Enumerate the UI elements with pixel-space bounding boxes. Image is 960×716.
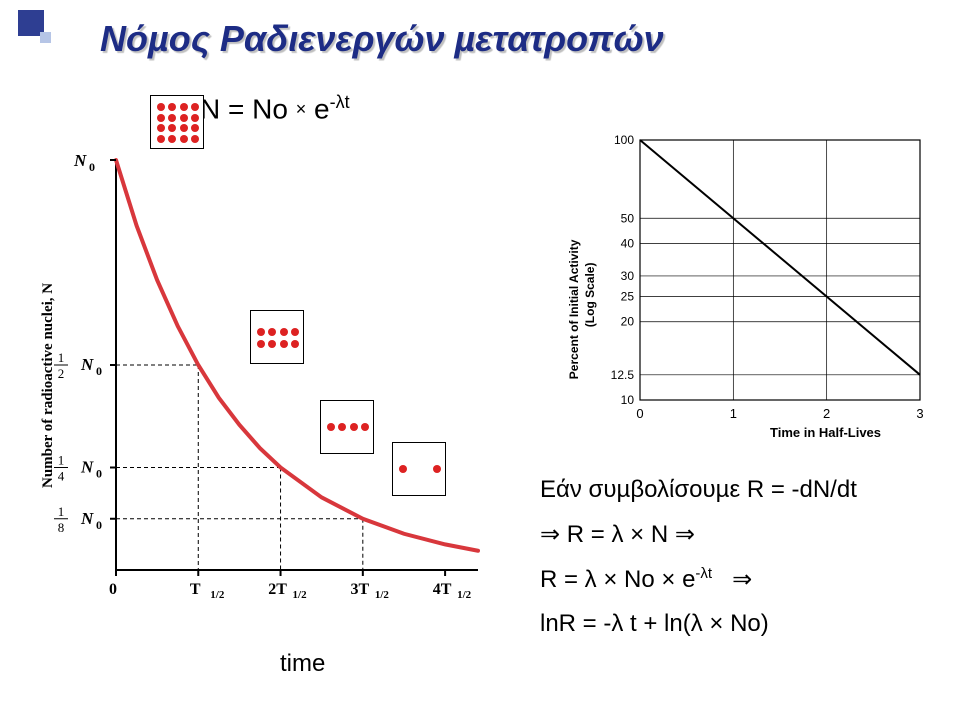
svg-text:Percent of Initial Activity: Percent of Initial Activity [567, 239, 581, 379]
eq-mult: × [296, 99, 307, 119]
svg-text:100: 100 [614, 133, 634, 147]
svg-text:2: 2 [823, 406, 830, 421]
svg-text:0: 0 [96, 467, 102, 481]
svg-text:0: 0 [89, 160, 95, 174]
slide-corner-decoration [18, 10, 58, 50]
nuclei-box [320, 400, 374, 454]
log-scale-chart: 100 50 40 30 25 20 12.5 100 1 2 3 Percent of Initia… [560, 130, 930, 430]
implies-icon: ⇒ [540, 521, 560, 548]
nuclei-box [392, 442, 446, 496]
right-chart-xlabel: Time in Half-Lives [770, 425, 881, 440]
svg-text:T: T [190, 581, 201, 598]
svg-text:0: 0 [636, 406, 643, 421]
svg-text:10: 10 [621, 393, 635, 407]
svg-text:25: 25 [621, 290, 635, 304]
svg-text:4: 4 [58, 469, 65, 484]
svg-text:1/2: 1/2 [210, 589, 225, 601]
nuclei-box [150, 95, 204, 149]
eq-prefix: N = No [200, 93, 296, 124]
eq-line3: R = λ × No × e-λt ⇒ [540, 560, 857, 601]
eq-line4: lnR = -λ t + ln(λ × No) [540, 604, 857, 645]
implies-icon: ⇒ [675, 521, 695, 548]
nuclei-box [250, 310, 304, 364]
svg-text:N: N [80, 355, 94, 374]
svg-text:0: 0 [96, 518, 102, 532]
left-chart-xlabel: time [280, 650, 325, 678]
svg-text:20: 20 [621, 315, 635, 329]
svg-text:40: 40 [621, 236, 635, 250]
svg-text:50: 50 [621, 211, 635, 225]
svg-text:0: 0 [109, 581, 117, 598]
svg-text:2: 2 [58, 366, 65, 381]
svg-text:1: 1 [730, 406, 737, 421]
svg-text:12.5: 12.5 [611, 368, 635, 382]
svg-text:(Log Scale): (Log Scale) [583, 263, 597, 328]
svg-text:1/2: 1/2 [375, 589, 390, 601]
svg-text:3: 3 [916, 406, 923, 421]
svg-text:4T: 4T [433, 581, 452, 598]
svg-text:1/2: 1/2 [457, 589, 472, 601]
equation-block: Εάν συµβολίσουµε R = -dN/dt ⇒ R = λ × N … [540, 470, 857, 649]
svg-text:1: 1 [58, 350, 65, 365]
svg-text:3T: 3T [350, 581, 369, 598]
svg-text:N: N [80, 458, 94, 477]
eq-exp: -λt [330, 92, 350, 112]
svg-text:2T: 2T [268, 581, 287, 598]
svg-text:1: 1 [58, 504, 65, 519]
implies-icon: ⇒ [719, 566, 752, 593]
main-equation: N = No × e-λt [200, 92, 350, 125]
svg-text:N: N [73, 151, 87, 170]
svg-text:Number of radioactive nuclei,: Number of radioactive nuclei, N [40, 283, 56, 488]
svg-text:1/2: 1/2 [293, 589, 308, 601]
decay-curve-chart: N012N014N018N00T1/22T1/23T1/24T1/2Number… [38, 150, 488, 630]
svg-text:N: N [80, 509, 94, 528]
eq-line2: ⇒ R = λ × N ⇒ [540, 515, 857, 556]
eq-line1: Εάν συµβολίσουµε R = -dN/dt [540, 470, 857, 511]
page-title: Νόµος Ραδιενεργών µετατροπών [100, 18, 664, 60]
svg-text:0: 0 [96, 364, 102, 378]
eq-base: e [314, 93, 330, 124]
svg-text:8: 8 [58, 520, 65, 535]
svg-text:1: 1 [58, 453, 65, 468]
svg-text:30: 30 [621, 269, 635, 283]
